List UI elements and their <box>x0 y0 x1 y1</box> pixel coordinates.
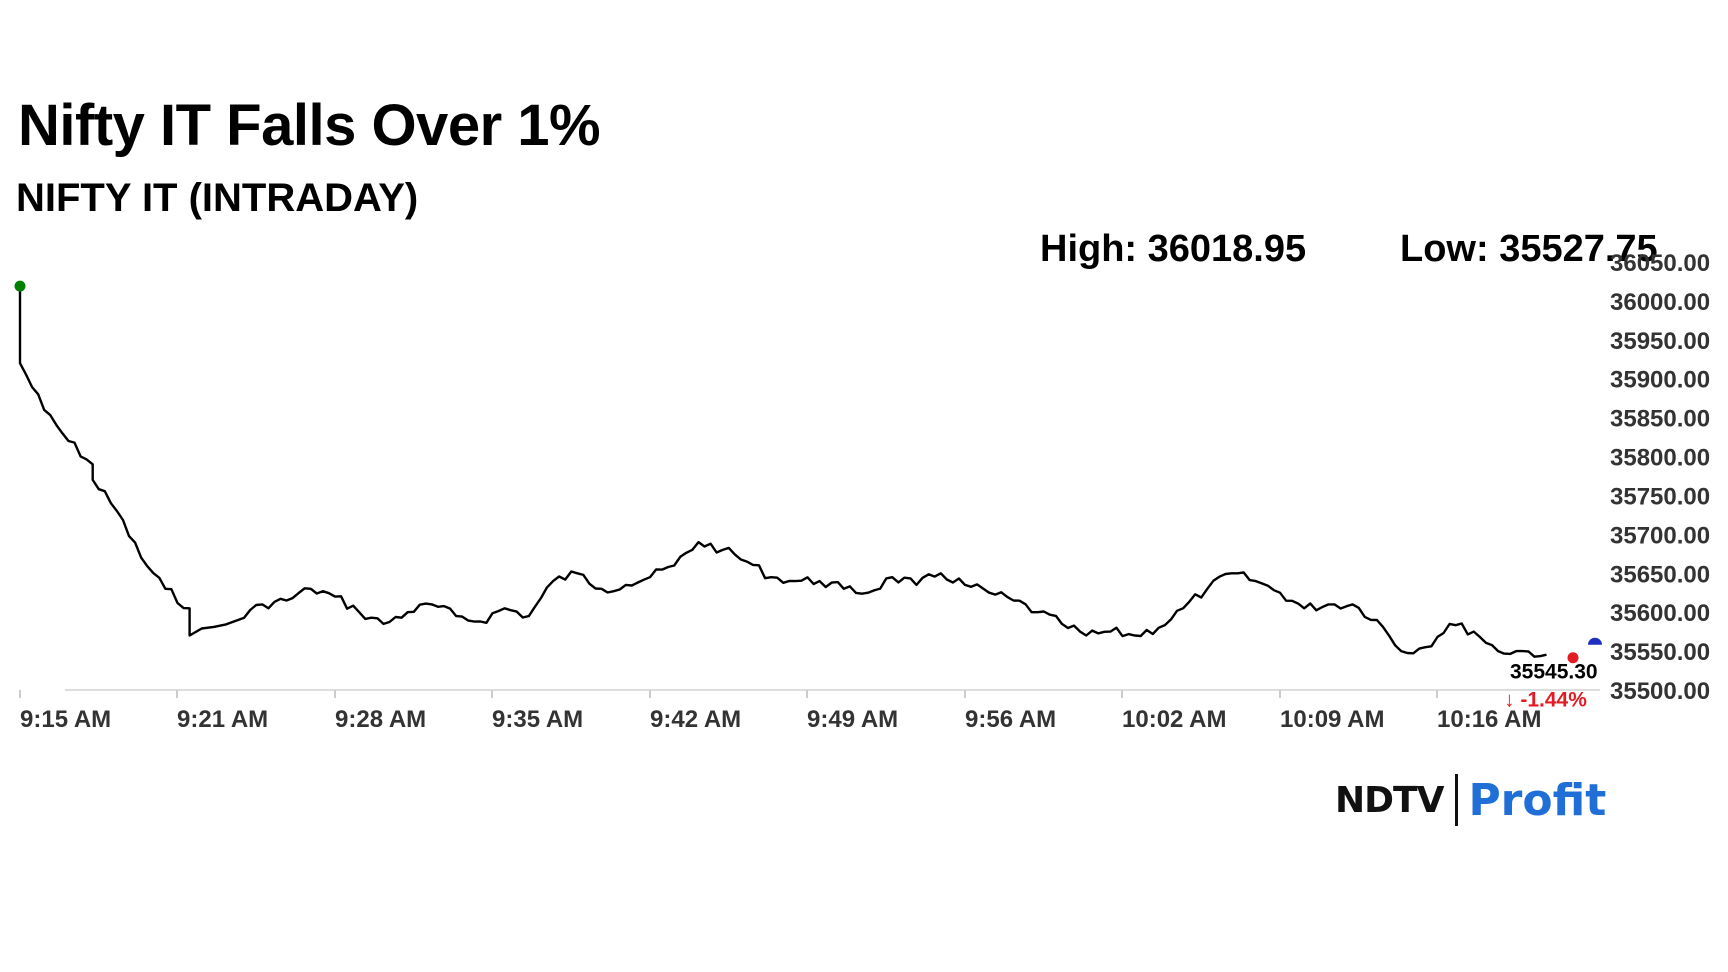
x-tick-label: 9:21 AM <box>177 706 268 733</box>
logo-divider <box>1455 774 1459 826</box>
y-tick-label: 36050.00 <box>1610 250 1710 277</box>
y-tick-label: 35500.00 <box>1610 678 1710 705</box>
y-tick-label: 35950.00 <box>1610 328 1710 355</box>
x-tick-label: 9:56 AM <box>965 706 1056 733</box>
x-tick-label: 9:35 AM <box>492 706 583 733</box>
last-value-label: 35545.30 <box>1510 661 1598 684</box>
x-tick-label: 9:49 AM <box>807 706 898 733</box>
chart-subtitle: NIFTY IT (INTRADAY) <box>16 176 419 220</box>
price-series-line <box>18 286 1547 658</box>
y-tick-label: 35900.00 <box>1610 367 1710 394</box>
profit-wordmark: Profit <box>1468 774 1607 826</box>
y-tick-label: 35650.00 <box>1610 561 1710 588</box>
y-tick-label: 35550.00 <box>1610 639 1710 666</box>
end-marker <box>1588 637 1602 645</box>
page-title: Nifty IT Falls Over 1% <box>18 93 601 158</box>
y-tick-label: 36000.00 <box>1610 289 1710 316</box>
x-tick-label: 10:02 AM <box>1122 706 1226 733</box>
high-label: High: 36018.95 <box>1040 228 1307 270</box>
x-tick-label: 10:16 AM <box>1437 706 1541 733</box>
low-label: Low: 35527.75 <box>1400 228 1658 270</box>
y-tick-label: 35800.00 <box>1610 445 1710 472</box>
change-percent-label: ↓ -1.44% <box>1504 689 1587 712</box>
ndtv-profit-logo: NDTV Profit <box>1335 770 1606 830</box>
x-tick-label: 9:42 AM <box>650 706 741 733</box>
x-tick-label: 9:28 AM <box>335 706 426 733</box>
y-tick-label: 35700.00 <box>1610 522 1710 549</box>
y-tick-label: 35750.00 <box>1610 483 1710 510</box>
y-tick-label: 35600.00 <box>1610 600 1710 627</box>
x-tick-label: 10:09 AM <box>1280 706 1384 733</box>
ndtv-wordmark: NDTV <box>1335 779 1444 821</box>
start-point-marker <box>14 280 26 292</box>
last-point-marker <box>1567 652 1579 664</box>
y-tick-label: 35850.00 <box>1610 406 1710 433</box>
x-tick-label: 9:15 AM <box>20 706 111 733</box>
